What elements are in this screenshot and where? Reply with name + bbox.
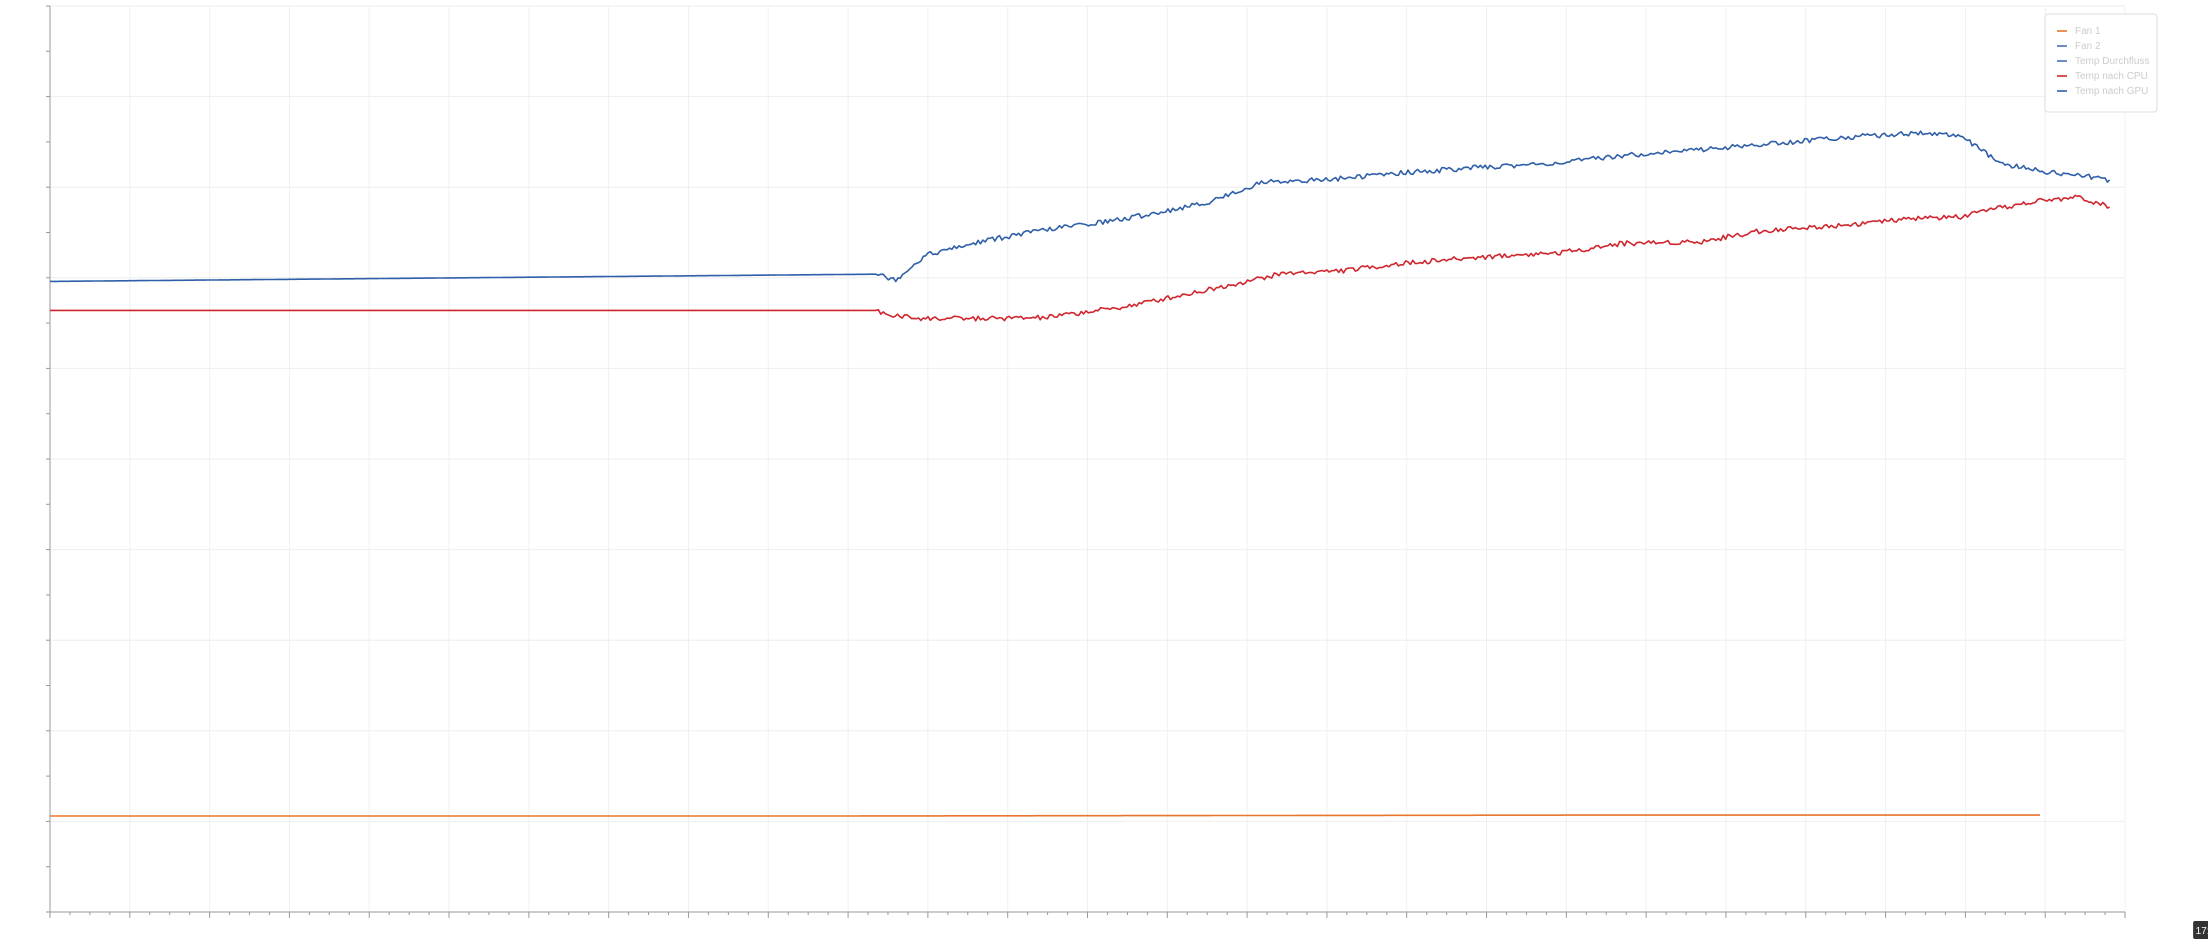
legend-label: Temp nach GPU [2075,86,2148,97]
legend-item[interactable]: Temp nach GPU [2057,86,2148,97]
series-line-fan-1 [50,814,2040,817]
legend-item[interactable]: Fan 2 [2057,41,2101,52]
legend-item[interactable]: Temp Durchfluss [2057,56,2149,67]
legend-box [2044,13,2158,113]
legend-item[interactable]: Temp nach CPU [2057,71,2148,82]
cursor-time-label: 17:29:10 [2196,926,2208,937]
legend-label: Temp Durchfluss [2075,56,2149,67]
series-line-temp-nach-cpu [50,194,2110,322]
legend-label: Fan 2 [2075,41,2101,52]
legend-label: Fan 1 [2075,26,2101,37]
cursor-label-box [2193,921,2208,939]
time-cursor[interactable]: 17:29:10 [2193,4,2208,939]
grid [49,5,2126,913]
axes [46,5,2126,918]
series-lines [50,130,2111,817]
legend-label: Temp nach CPU [2075,71,2148,82]
series-line-temp-nach-gpu [50,130,2111,283]
legend[interactable]: Fan 1 Fan 2 Temp Durchfluss Temp nach CPU Te… [2044,13,2158,113]
legend-item[interactable]: Fan 1 [2057,26,2101,37]
